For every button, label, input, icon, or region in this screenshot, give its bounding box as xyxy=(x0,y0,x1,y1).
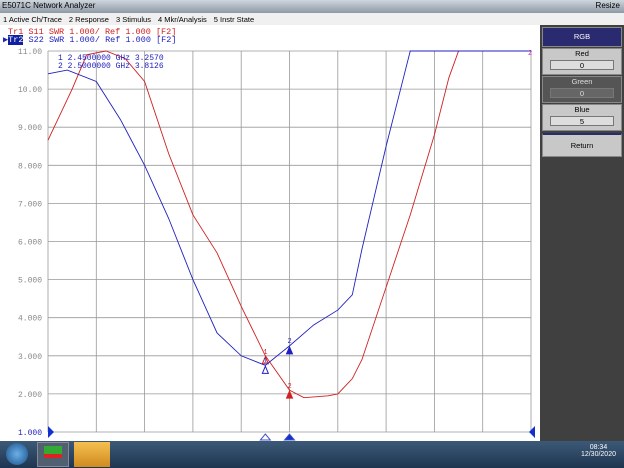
y-tick-label: 6.000 xyxy=(18,239,42,248)
menu-instr-state[interactable]: 5 Instr State xyxy=(213,14,255,24)
blue-value: 5 xyxy=(550,116,614,126)
drive-taskbar-icon[interactable] xyxy=(74,442,110,467)
green-value: 0 xyxy=(550,88,614,98)
rgb-title: RGB xyxy=(542,27,622,47)
window-title: E5071C Network Analyzer xyxy=(2,1,96,10)
y-tick-label: 11.00 xyxy=(18,48,42,57)
resize-button[interactable]: Resize xyxy=(595,1,620,10)
trace-chart: 11.00 10.00 9.000 8.000 7.000 6.000 5.000 4.000… xyxy=(18,48,535,441)
menu-active-ch-trace[interactable]: 1 Active Ch/Trace xyxy=(3,14,62,24)
y-tick-label: 1.000 xyxy=(18,429,42,438)
marker-2-label: 2 xyxy=(288,338,292,346)
red-button[interactable]: Red 0 xyxy=(542,48,622,75)
y-tick-label: 2.000 xyxy=(18,391,42,400)
start-button[interactable] xyxy=(6,443,28,465)
y-tick-label: 10.00 xyxy=(18,86,42,95)
taskbar: 08:34 12/30/2020 xyxy=(0,441,624,468)
y-tick-label: 9.000 xyxy=(18,124,42,133)
marker-1-triangle xyxy=(261,355,270,365)
marker-2-label: 2 xyxy=(288,383,292,391)
ref-left-arrow-icon xyxy=(48,426,54,438)
menu-bar: 1 Active Ch/Trace 2 Response 3 Stimulus … xyxy=(0,13,624,25)
y-tick-label: 8.000 xyxy=(18,162,42,171)
menu-stimulus[interactable]: 3 Stimulus xyxy=(115,14,151,24)
menu-mkr-analysis[interactable]: 4 Mkr/Analysis xyxy=(157,14,207,24)
return-button[interactable]: Return xyxy=(542,133,622,157)
marker-readout-2: 2 2.5000000 GHz 3.8126 xyxy=(58,62,164,71)
trace-2-end-label: 2 xyxy=(528,50,532,58)
marker-2-triangle xyxy=(285,389,294,399)
red-value: 0 xyxy=(550,60,614,70)
marker-1-triangle xyxy=(261,365,270,374)
title-bar: E5071C Network Analyzer Resize xyxy=(0,0,624,13)
y-tick-label: 7.000 xyxy=(18,200,42,209)
stimulus-marker-2-icon xyxy=(283,433,296,441)
trace2-label[interactable]: ▶Tr2 S22 SWR 1.000/ Ref 1.000 [F2] xyxy=(3,35,177,45)
clock-time: 08:34 xyxy=(589,444,608,451)
trace1-label[interactable]: Tr1 S11 SWR 1.000/ Ref 1.000 [F2] xyxy=(8,27,177,37)
green-button[interactable]: Green 0 xyxy=(542,76,622,103)
clock-date: 12/30/2020 xyxy=(580,451,616,458)
network-analyzer-taskbar-icon[interactable] xyxy=(37,442,69,467)
marker-2-triangle xyxy=(285,345,294,355)
blue-button[interactable]: Blue 5 xyxy=(542,104,622,131)
softkey-panel: RGB Red 0 Green 0 Blue 5 Return xyxy=(540,25,624,441)
y-tick-label: 4.000 xyxy=(18,315,42,324)
marker-1-label: 1 xyxy=(263,349,267,357)
menu-response[interactable]: 2 Response xyxy=(68,14,109,24)
y-tick-label: 3.000 xyxy=(18,353,42,362)
measurement-screen: Tr1 S11 SWR 1.000/ Ref 1.000 [F2] ▶Tr2 S… xyxy=(0,25,540,441)
y-tick-label: 5.000 xyxy=(18,277,42,286)
marker-readout-1: 1 2.4500000 GHz 3.2570 xyxy=(58,54,164,63)
marker-1-label: 1 xyxy=(263,357,267,365)
stimulus-marker-1-icon xyxy=(259,433,272,441)
ref-right-arrow-icon xyxy=(529,426,535,438)
